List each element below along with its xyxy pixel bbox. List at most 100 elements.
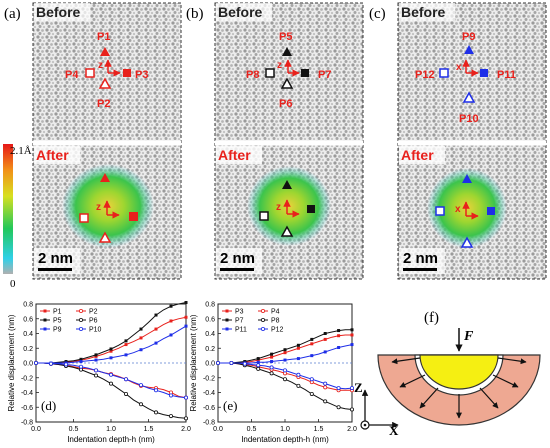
chart-d-point-p5 — [169, 304, 173, 308]
panel-c: Before P9 P12 P11 P10 x After x 2 nm — [397, 2, 547, 280]
chart-e-point-p12 — [256, 363, 261, 368]
chart-d-point-p10 — [94, 368, 99, 373]
chart-e-xtick-label: 0.5 — [247, 426, 257, 433]
p12-label: P12 — [415, 69, 435, 81]
colorbar — [3, 144, 13, 274]
force-label: F — [463, 329, 474, 344]
chart-e-ytick-label: 0.8 — [205, 302, 215, 309]
diagram-f: (f) F Z X — [354, 310, 541, 438]
p11-label: P11 — [497, 69, 516, 81]
chart-d-point-p9 — [169, 333, 173, 337]
chart-e-point-p12 — [323, 381, 328, 386]
p10-marker-after — [460, 236, 474, 248]
chart-e-point-p8 — [323, 399, 328, 404]
chart-e-point-p8 — [282, 377, 287, 382]
chart-d-point-p10 — [79, 364, 84, 369]
chart-e-point-p8 — [256, 366, 261, 371]
p4-label: P4 — [65, 69, 79, 81]
chart-e-xtick-label: 1.5 — [314, 426, 324, 433]
p2-marker-after — [98, 231, 112, 243]
deformation-blob-a — [62, 164, 154, 248]
p5-label: P5 — [279, 31, 292, 43]
chart-d-point-p1 — [154, 327, 158, 331]
chart-d-point-p1 — [109, 349, 113, 353]
chart-d-ytick-label: -0.8 — [21, 420, 33, 427]
chart-e-point-p7 — [256, 357, 260, 361]
chart-e-point-p7 — [310, 337, 314, 341]
chart-e-legend-marker — [260, 308, 265, 313]
chart-d-point-p5 — [124, 339, 128, 343]
panel-b: Before P5 P8 P7 P6 z After z 2 nm — [214, 2, 364, 280]
chart-d-point-p10 — [109, 372, 114, 377]
chart-d-ytick-label: -0.6 — [21, 405, 33, 412]
chart-d-point-p6 — [153, 410, 158, 415]
chart-e-legend-label: P8 — [271, 318, 280, 325]
chart-e-ytick-label: 0.4 — [205, 331, 215, 338]
chart-d-ytick-label: -0.4 — [21, 390, 33, 397]
radial-arrow — [419, 387, 439, 409]
chart-d-legend-label: P10 — [89, 327, 102, 334]
chart-d-point-p9 — [124, 353, 128, 357]
p3-label: P3 — [135, 69, 148, 81]
chart-e-point-p11 — [270, 360, 274, 364]
chart-d-point-p5 — [154, 313, 158, 317]
chart-d-point-p5 — [109, 347, 113, 351]
chart-d-legend-label: P5 — [53, 318, 62, 325]
p7-marker-after — [307, 205, 315, 213]
chart-e-point-p12 — [215, 360, 220, 365]
chart-d-point-p1 — [184, 315, 188, 319]
p6-marker — [280, 77, 294, 89]
chart-e-point-p12 — [242, 361, 247, 366]
chart-d-point-p9 — [184, 324, 188, 328]
axis-label-c-after: x — [455, 204, 461, 215]
chart-d-legend-marker — [79, 317, 84, 322]
chart-e: -0.8 -0.6 -0.4 -0.2 0.0 0.2 0.4 0.6 0.8 0.0 0.5 1.0… — [189, 302, 357, 445]
chart-e-legend-label: P12 — [271, 327, 284, 334]
axis-label-c: x — [456, 62, 462, 73]
chart-d-point-p9 — [109, 356, 113, 360]
p6-marker-after — [280, 225, 294, 237]
p7-label: P7 — [318, 69, 331, 81]
chart-d-xtick-label: 1.5 — [144, 426, 154, 433]
before-label-a: Before — [36, 4, 81, 20]
after-label-c: After — [401, 147, 434, 163]
chart-d-point-p9 — [94, 358, 98, 362]
chart-e-xlabel: Indentation depth-h (nm) — [241, 435, 329, 444]
chart-d-point-p10 — [168, 393, 173, 398]
chart-e-point-p11 — [310, 354, 314, 358]
chart-e-point-p12 — [282, 368, 287, 373]
axis-label-b: z — [277, 60, 282, 71]
p11-marker-after — [487, 207, 495, 215]
p6-label: P6 — [279, 98, 292, 110]
chart-e-point-p7 — [323, 332, 327, 335]
colorbar-max-label: 2.1Å — [10, 145, 32, 157]
chart-d-ytick-label: 0.6 — [23, 316, 33, 323]
chart-e-point-p12 — [229, 360, 234, 365]
p9-label: P9 — [462, 31, 475, 43]
p11-marker — [480, 69, 488, 77]
chart-d-legend-label: P6 — [89, 318, 98, 325]
p8-label: P8 — [246, 69, 259, 81]
chart-e-point-p8 — [309, 391, 314, 396]
chart-e-point-p11 — [323, 350, 327, 354]
p1-marker — [100, 47, 110, 56]
chart-d-ytick-label: 0.8 — [23, 302, 33, 309]
chart-e-point-p11 — [296, 357, 300, 361]
chart-e-legend-marker — [225, 309, 229, 313]
chart-e-ytick-label: -0.4 — [203, 390, 215, 397]
radial-arrow — [492, 374, 519, 388]
chart-d-ylabel: Relative displacement (nm) — [7, 314, 16, 411]
chart-d-point-p1 — [169, 319, 173, 323]
chart-e-point-p3 — [270, 355, 274, 359]
chart-d-legend-marker — [43, 309, 47, 313]
chart-d-point-p10 — [49, 361, 54, 366]
panel-letter-b: (b) — [186, 6, 204, 22]
axis-label-a-after: z — [96, 202, 101, 213]
chart-d-point-p5 — [94, 353, 98, 357]
chart-e-legend-label: P3 — [235, 309, 244, 316]
chart-e-ytick-label: 0.6 — [205, 316, 215, 323]
chart-d-xlabel: Indentation depth-h (nm) — [67, 435, 155, 444]
chart-e-point-p7 — [350, 328, 354, 332]
chart-e-point-p3 — [310, 342, 314, 346]
chart-d-ytick-label: 0.2 — [23, 346, 33, 353]
